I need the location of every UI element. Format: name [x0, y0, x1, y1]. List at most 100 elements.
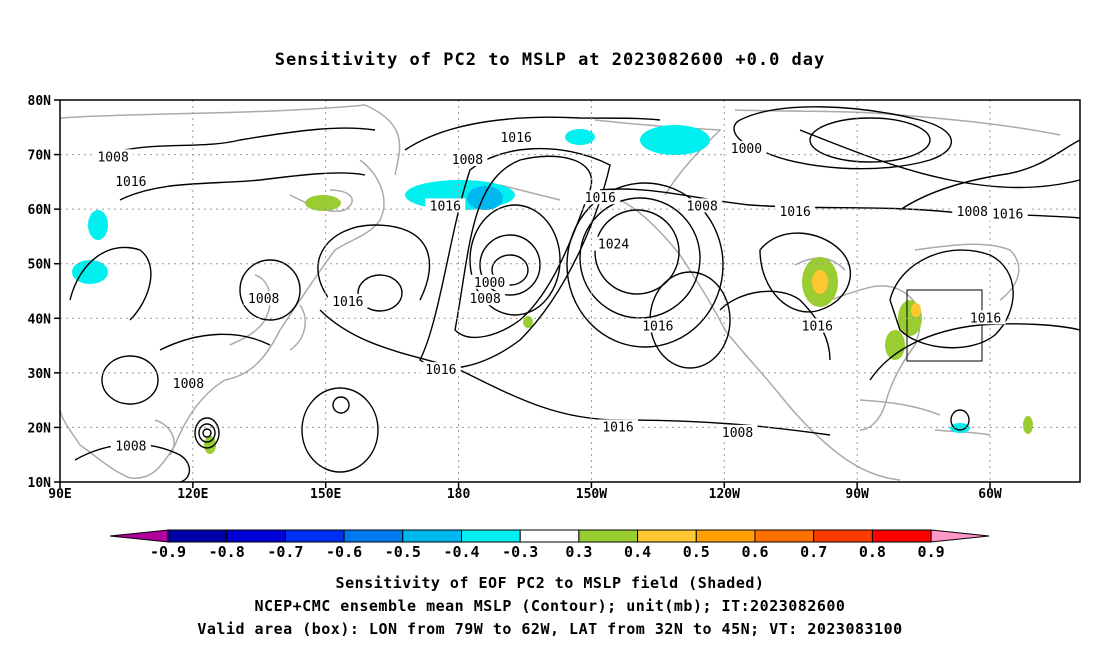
contour-label: 1000	[731, 142, 762, 157]
map-grid	[60, 100, 1080, 482]
contour-label: 1008	[115, 440, 146, 455]
colorbar-swatch	[519, 529, 580, 543]
mslp-contours	[69, 106, 1081, 483]
contour-label-bg	[465, 291, 506, 306]
contour-label-bg	[243, 291, 284, 306]
contour-label: 1016	[642, 319, 673, 334]
colorbar-tick-label: 0.8	[859, 543, 886, 561]
contour-label: 1008	[957, 205, 988, 220]
contour-label-bg	[637, 318, 678, 333]
contour-label-bg	[593, 236, 634, 251]
colorbar-tick-label: 0.7	[800, 543, 827, 561]
colorbar-tick-label: -0.3	[502, 543, 538, 561]
contour-label: 1016	[425, 363, 456, 378]
colorbar-tick-label: -0.5	[385, 543, 421, 561]
contour-label-bg	[987, 206, 1028, 221]
lon-tick-label: 90E	[48, 487, 71, 502]
map-frame	[59, 99, 1081, 483]
contour-label: 1016	[602, 420, 633, 435]
lat-tick-label: 10N	[28, 476, 52, 491]
contour-label: 1008	[686, 199, 717, 214]
contour-label-bg	[469, 274, 510, 289]
colorbar-tick-label: 0.9	[918, 543, 945, 561]
colorbar-swatch	[695, 529, 756, 543]
lon-tick-label: 150E	[310, 487, 341, 502]
contour-label: 1008	[469, 292, 500, 307]
contour-label: 1016	[585, 191, 616, 206]
contour-label: 1016	[802, 319, 833, 334]
lat-tick-label: 30N	[28, 367, 52, 382]
colorbar-swatch	[226, 529, 286, 543]
contour-label: 1016	[500, 131, 531, 146]
lon-tick-label: 120W	[709, 487, 740, 502]
contour-label: 1016	[332, 295, 363, 310]
contour-label-bg	[425, 198, 466, 213]
contour-label: 1016	[779, 205, 810, 220]
colorbar-swatch	[284, 529, 345, 543]
colorbar-swatch	[813, 529, 873, 543]
contour-label-bg	[797, 318, 838, 333]
contour-label-bg	[93, 149, 134, 164]
valid-area-box	[906, 289, 983, 362]
lat-tick-label: 60N	[28, 203, 52, 218]
colorbar-swatch	[637, 529, 697, 543]
colorbar-swatch	[578, 529, 639, 543]
contour-label: 1008	[248, 292, 279, 307]
contour-label-bg	[168, 375, 209, 390]
contour-label: 1008	[97, 150, 128, 165]
contour-label-bg	[580, 190, 621, 205]
contour-label-bg	[327, 293, 368, 308]
colorbar-tick-label: -0.4	[443, 543, 479, 561]
colorbar-swatch	[109, 529, 169, 543]
colorbar-tick-label: -0.6	[326, 543, 362, 561]
contour-label: 1008	[452, 153, 483, 168]
colorbar-tick-label: 0.5	[683, 543, 710, 561]
colorbar-tick-label: -0.9	[150, 543, 186, 561]
colorbar-swatch	[461, 529, 521, 543]
contour-label: 1016	[970, 311, 1001, 326]
contour-label-bg	[110, 173, 151, 188]
colorbar-swatch	[167, 529, 228, 543]
contour-label: 1024	[598, 238, 629, 253]
lat-tick-label: 80N	[28, 94, 52, 109]
contour-label-bg	[775, 203, 816, 218]
contour-label-bg	[420, 362, 461, 377]
caption-line-2: NCEP+CMC ensemble mean MSLP (Contour); u…	[254, 597, 846, 615]
contour-label-bg	[447, 152, 488, 167]
lon-tick-label: 150W	[576, 487, 607, 502]
lon-tick-label: 120E	[177, 487, 208, 502]
contour-label-bg	[965, 310, 1006, 325]
contour-label: 1008	[173, 377, 204, 392]
lat-tick-label: 50N	[28, 258, 52, 273]
contour-label: 1016	[992, 208, 1023, 223]
colorbar-tick-label: 0.6	[741, 543, 768, 561]
contour-label-bg	[726, 141, 767, 156]
contour-label-bg	[717, 424, 758, 439]
colorbar-tick-label: 0.3	[565, 543, 592, 561]
lon-tick-label: 90W	[845, 487, 869, 502]
contour-label-bg	[682, 198, 723, 213]
lon-tick-label: 180	[447, 487, 471, 502]
contour-label: 1000	[474, 276, 505, 291]
chart-title: Sensitivity of PC2 to MSLP at 2023082600…	[274, 50, 826, 70]
colorbar-swatch	[402, 529, 462, 543]
coastlines	[59, 104, 1061, 481]
lat-tick-label: 40N	[28, 312, 52, 327]
colorbar-tick-label: 0.4	[624, 543, 651, 561]
colorbar-swatch	[754, 529, 815, 543]
colorbar-tick-label: -0.7	[267, 543, 303, 561]
colorbar-swatch	[930, 529, 990, 543]
caption-line-3: Valid area (box): LON from 79W to 62W, L…	[197, 620, 903, 638]
colorbar-swatch	[343, 529, 404, 543]
contour-label: 1008	[722, 426, 753, 441]
contour-label-bg	[598, 419, 638, 434]
colorbar-tick-label: -0.8	[209, 543, 245, 561]
contour-label-bg	[952, 203, 993, 218]
sensitivity-shading	[72, 125, 1033, 454]
lat-tick-label: 20N	[28, 421, 52, 436]
caption-line-1: Sensitivity of EOF PC2 to MSLP field (Sh…	[335, 574, 765, 592]
contour-label-bg	[110, 438, 151, 453]
